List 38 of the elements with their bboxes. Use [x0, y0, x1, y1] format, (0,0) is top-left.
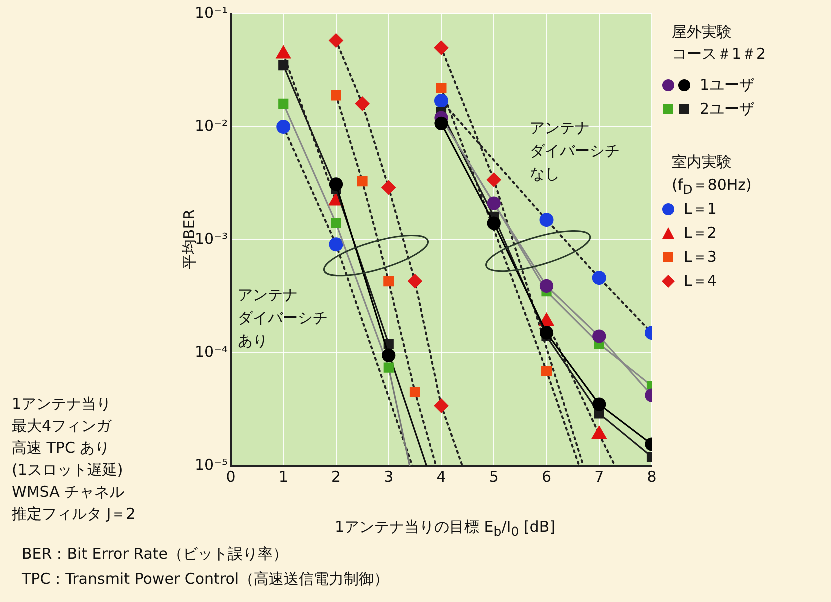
- text: コース＃1＃2: [672, 44, 766, 64]
- y-tick-label: 10⁻¹: [194, 4, 228, 22]
- x-tick-label: 8: [647, 468, 657, 486]
- x-tick-label: 6: [542, 468, 552, 486]
- legend-label: 1ユーザ: [700, 76, 755, 95]
- x-axis-title: 1アンテナ当りの目標 E$_{b}$/I$_{0}$ [dB]: [335, 517, 556, 541]
- annotation: アンテナ: [238, 285, 298, 305]
- y-tick-label: 10⁻⁴: [194, 342, 228, 361]
- x-tick-label: 1: [278, 468, 288, 486]
- text: (1スロット遅延): [12, 460, 124, 480]
- text: 推定フィルタ J＝2: [12, 504, 136, 524]
- legend-title: 屋外実験: [672, 22, 732, 42]
- legend-label: L＝3: [684, 248, 717, 267]
- legend-label: L＝1: [684, 200, 717, 219]
- x-tick-label: 5: [489, 468, 499, 486]
- annotation: アンテナ: [530, 118, 590, 138]
- legend-label: L＝2: [684, 224, 717, 243]
- x-tick-label: 2: [331, 468, 342, 486]
- annotation: ダイバーシチ: [238, 308, 328, 328]
- x-tick-label: 0: [226, 468, 236, 486]
- text: (f$_{D}$＝80Hz): [672, 175, 752, 199]
- annotation: なし: [530, 164, 560, 184]
- x-tick-label: 7: [594, 468, 604, 486]
- text: 1アンテナ当り: [12, 394, 112, 414]
- legend-label: L＝4: [684, 272, 717, 291]
- text: WMSA チャネル: [12, 482, 125, 502]
- x-tick-label: 3: [384, 468, 394, 486]
- annotation: ダイバーシチ: [530, 141, 620, 161]
- text: 最大4フィンガ: [12, 416, 112, 436]
- text: 高速 TPC あり: [12, 438, 110, 458]
- y-tick-label: 10⁻²: [194, 116, 228, 135]
- text: BER：Bit Error Rate（ビット誤り率）: [22, 544, 288, 564]
- y-tick-label: 10⁻⁵: [194, 456, 228, 474]
- x-tick-label: 4: [436, 468, 446, 486]
- annotation: あり: [238, 331, 268, 351]
- text: TPC：Transmit Power Control（高速送信電力制御）: [22, 569, 390, 589]
- text: 室内実験: [672, 152, 732, 172]
- legend-label: 2ユーザ: [700, 100, 755, 119]
